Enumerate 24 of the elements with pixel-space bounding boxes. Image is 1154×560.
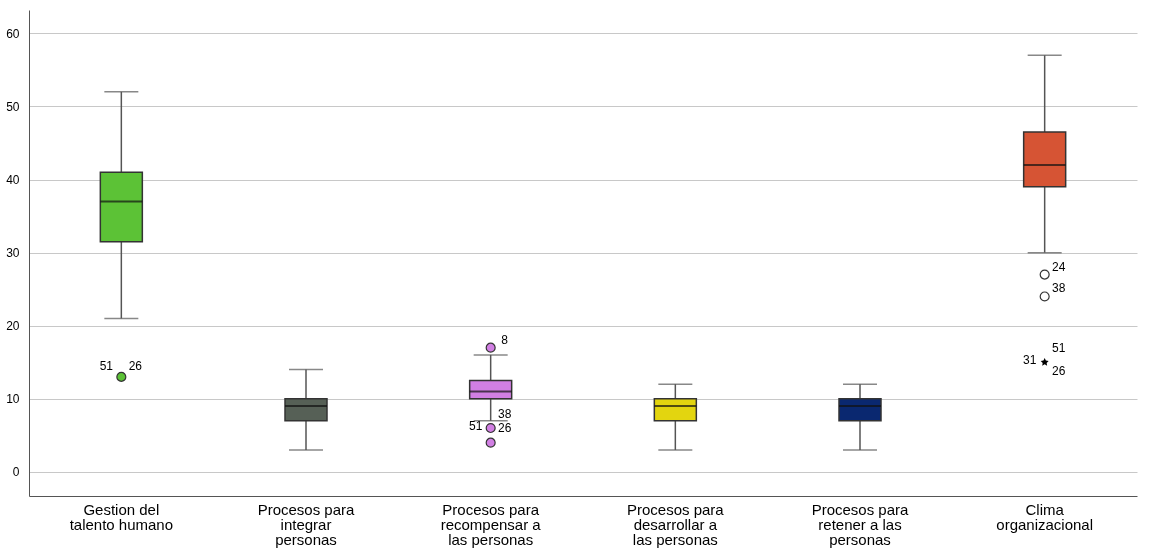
annotation: 26 — [128, 358, 143, 373]
y-tick-label: 10 — [6, 392, 20, 407]
y-tick-label: 0 — [12, 465, 20, 480]
x-tick-label: Clima organizacional — [996, 500, 1094, 533]
annotation: 8 — [501, 332, 509, 347]
annotation: 38 — [1051, 281, 1066, 296]
x-tick-label: Procesos para retener a las personas — [811, 500, 910, 548]
annotation: 51 — [468, 419, 483, 434]
annotation: 24 — [1051, 259, 1066, 274]
annotation: 31 — [1022, 353, 1037, 368]
y-tick-label: 20 — [6, 319, 20, 334]
x-tick-label: Procesos para integrar personas — [257, 500, 356, 548]
annotation: 38 — [497, 407, 512, 422]
x-tick-label: Procesos para desarrollar a las personas — [626, 500, 725, 548]
x-tick-label: Procesos para recompensar a las personas — [440, 500, 542, 548]
y-tick-label: 60 — [6, 26, 20, 41]
y-tick-label: 40 — [6, 173, 20, 188]
x-tick-label: Gestion del talento humano — [69, 500, 174, 533]
y-tick-label: 30 — [6, 246, 20, 261]
annotation: 51 — [1051, 341, 1066, 356]
y-tick-label: 50 — [6, 99, 20, 114]
annotation: 26 — [497, 421, 512, 436]
annotation: 26 — [1051, 364, 1066, 379]
annotation: 51 — [99, 358, 114, 373]
